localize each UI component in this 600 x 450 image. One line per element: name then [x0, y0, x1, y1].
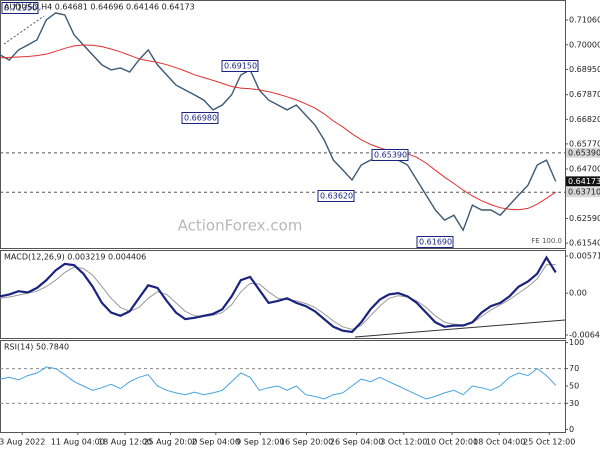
y-tick-label: 0.66820 — [569, 115, 600, 124]
y-tick-label: 0 — [569, 425, 574, 434]
series-line — [0, 366, 557, 400]
annotation-box — [181, 112, 219, 124]
x-tick-label: 25 Oct 12:00 — [523, 438, 575, 447]
note: FE 100.0 — [531, 237, 562, 245]
projection-line — [3, 15, 45, 45]
level-label: 0.65390 — [568, 148, 600, 157]
price-label: 0.64173 — [568, 177, 600, 186]
x-tick-label: 3 Oct 12:00 — [380, 438, 427, 447]
series-line — [0, 255, 557, 334]
y-tick-label: 70 — [569, 364, 579, 373]
series-line — [0, 44, 556, 211]
y-tick-label: 30 — [569, 399, 579, 408]
macd-panel — [0, 250, 566, 339]
series-line — [0, 12, 557, 232]
x-tick-label: 9 Sep 12:00 — [236, 438, 284, 447]
y-tick-label: 0.64700 — [569, 165, 600, 174]
y-tick-label: 0.70000 — [569, 40, 600, 49]
annotation-box — [317, 190, 355, 202]
x-tick-label: 26 Sep 04:00 — [330, 438, 383, 447]
x-tick-label: 16 Sep 20:00 — [280, 438, 333, 447]
annotation-box — [416, 236, 454, 248]
level-box — [566, 187, 600, 198]
annotation: 0.65390 — [374, 151, 407, 160]
price-panel — [0, 0, 566, 249]
x-tick-label: 2 Sep 04:00 — [192, 438, 240, 447]
annotation: 0.61690 — [419, 238, 452, 247]
x-tick-label: 11 Aug 04:00 — [51, 438, 105, 447]
y-tick-label: 100 — [569, 338, 584, 347]
y-tick-label: 0.68950 — [569, 65, 600, 74]
level-label: 0.63710 — [568, 188, 600, 197]
price-box — [566, 176, 600, 187]
y-tick-label: 50 — [569, 382, 579, 391]
y-tick-label: 0.65770 — [569, 139, 600, 148]
annotation-box — [1, 2, 39, 14]
panel-title: AUDUSD,H4 0.64681 0.64696 0.64146 0.6417… — [4, 3, 195, 12]
annotation-box — [221, 60, 259, 72]
panel-title: MACD(12,26,9) 0.003219 0.004406 — [4, 253, 146, 262]
level-box — [566, 147, 600, 158]
y-tick-label: 0.005717 — [569, 252, 600, 261]
x-tick-label: 18 Oct 04:00 — [473, 438, 525, 447]
x-tick-label: 3 Aug 2022 — [0, 438, 45, 447]
watermark: ActionForex.com — [178, 217, 303, 235]
annotation-box — [371, 149, 409, 161]
annotation: 0.63620 — [320, 192, 353, 201]
y-tick-label: 0.67870 — [569, 90, 600, 99]
y-tick-label: 0.61540 — [569, 239, 600, 248]
annotation: 0.69150 — [224, 62, 257, 71]
y-tick-label: -0.006451 — [569, 330, 600, 339]
y-tick-label: 0.00 — [569, 289, 587, 298]
x-tick-label: 10 Oct 20:00 — [426, 438, 478, 447]
x-tick-label: 25 Aug 20:00 — [143, 438, 197, 447]
trendline — [354, 319, 566, 338]
panel-title: RSI(14) 50.7840 — [4, 343, 69, 352]
y-tick-label: 0.71060 — [569, 15, 600, 24]
y-tick-label: 0.62590 — [569, 214, 600, 223]
annotation: 0.66980 — [184, 114, 217, 123]
x-tick-label: 18 Aug 12:00 — [98, 438, 152, 447]
annotation: 0.71350 — [4, 4, 37, 13]
